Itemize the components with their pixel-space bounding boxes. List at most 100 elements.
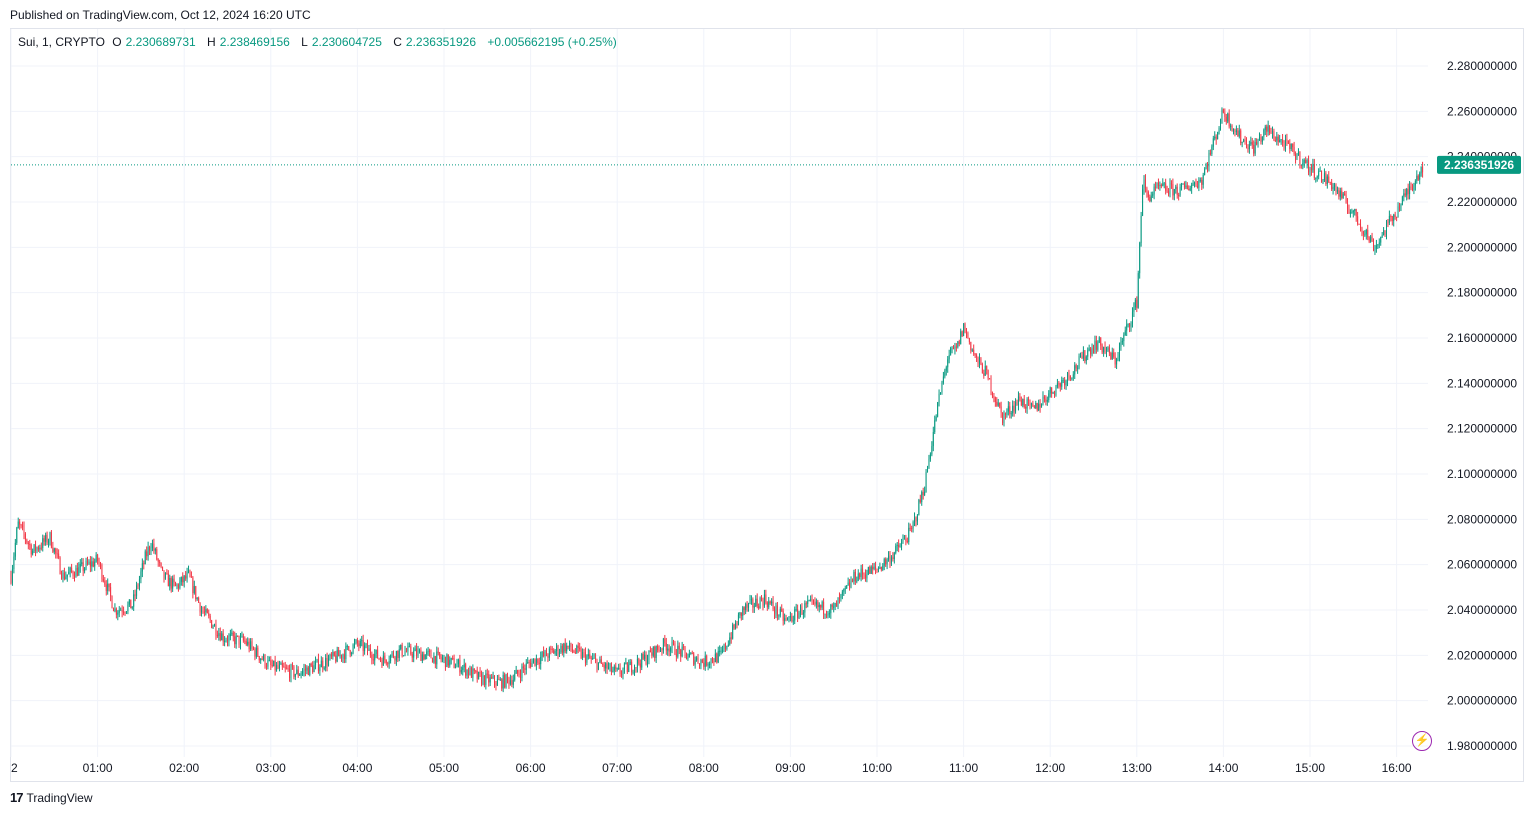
candle-body [532,658,534,662]
candle-body [234,636,236,645]
candle-body [706,655,708,666]
candle-body [1013,405,1015,412]
candle-body [514,673,516,680]
time-axis[interactable]: 2 01:00 02:00 03:00 04:00 05:00 06:00 07:00 08:0… [11,761,1412,775]
candle-body [801,606,803,615]
candle-body [716,653,718,663]
candle-body [989,378,991,380]
candle-body [730,637,732,639]
candle-body [502,674,504,689]
candle-body [665,643,667,651]
candle-body [416,648,418,656]
price-tick-label: 1.980000000 [1447,739,1517,753]
candle-body [450,657,452,660]
candle-body [756,598,758,607]
candle-body [58,553,60,558]
candle-body [195,586,197,599]
candle-body [812,599,814,603]
candle-body [990,379,992,393]
candle-body [1108,347,1110,354]
candle-body [1010,413,1012,415]
candle-body [414,648,416,652]
candle-body [714,653,716,663]
candle-body [825,613,827,616]
candle-body [974,353,976,356]
candle-body [1048,393,1050,401]
candle-body [1090,348,1092,355]
candle-body [443,656,445,659]
candle-body [1257,139,1259,145]
candle-body [446,654,448,668]
candle-body [417,650,419,656]
candle-body [671,641,673,649]
candle-body [1091,348,1093,355]
last-price-badge [1437,155,1521,174]
candle-body [239,636,241,645]
candle-body [719,650,721,652]
candle-body [1347,203,1349,209]
candle-body [1409,186,1411,195]
lightning-icon[interactable]: ⚡ [1412,731,1432,751]
candle-body [1107,347,1109,351]
candle-body [1117,356,1119,359]
candle-body [994,397,996,402]
candle-body [115,608,117,615]
candle-body [830,604,832,614]
candle-body [1302,163,1304,166]
candle-body [124,612,126,614]
candle-body [92,561,94,567]
candle-body [1282,139,1284,143]
candle-body [302,671,304,674]
candle-body [1067,372,1069,381]
candle-body [473,668,475,671]
candle-body [902,538,904,543]
candle-body [800,606,802,613]
candle-body [736,622,738,626]
candle-body [1016,402,1018,406]
candle-body [996,401,998,406]
candle-body [71,567,73,572]
candle-body [300,673,302,675]
candle-body [1215,136,1217,140]
price-tick-label: 2.000000000 [1447,694,1517,708]
candle-body [641,653,643,668]
candle-body [1035,403,1037,408]
candle-body [639,663,641,668]
candle-body [489,677,491,683]
price-axis[interactable]: 2.2800000002.2600000002.2400000002.22000… [1447,59,1517,753]
candle-body [965,332,967,334]
time-tick-label: 03:00 [256,761,286,775]
candle-body [82,562,84,572]
candle-body [391,652,393,656]
candle-body [469,667,471,675]
candle-body [431,658,433,663]
candle-body [22,525,24,527]
candle-body [284,667,286,669]
candle-body [1328,176,1330,182]
candle-body [1292,143,1294,148]
candle-body [1306,159,1308,163]
candle-body [888,555,890,560]
candle-body [164,573,166,579]
candle-body [1266,126,1268,132]
symbol-label[interactable]: Sui, 1, CRYPTO [18,35,105,49]
candle-body [1218,128,1220,132]
candle-body [424,654,426,660]
candle-body [837,597,839,607]
candle-body [72,571,74,576]
candle-body [1019,396,1021,401]
candle-body [121,609,123,612]
candle-body [928,458,930,469]
candle-body [1157,182,1159,186]
candle-body [1103,347,1105,353]
candle-body [1170,183,1172,185]
candle-body [198,597,200,603]
candle-body [201,610,203,613]
candle-body [1404,193,1406,196]
candle-body [316,659,318,662]
candle-body [672,641,674,644]
candle-body [382,655,384,666]
candle-body [1162,183,1164,187]
candle-body [814,602,816,605]
